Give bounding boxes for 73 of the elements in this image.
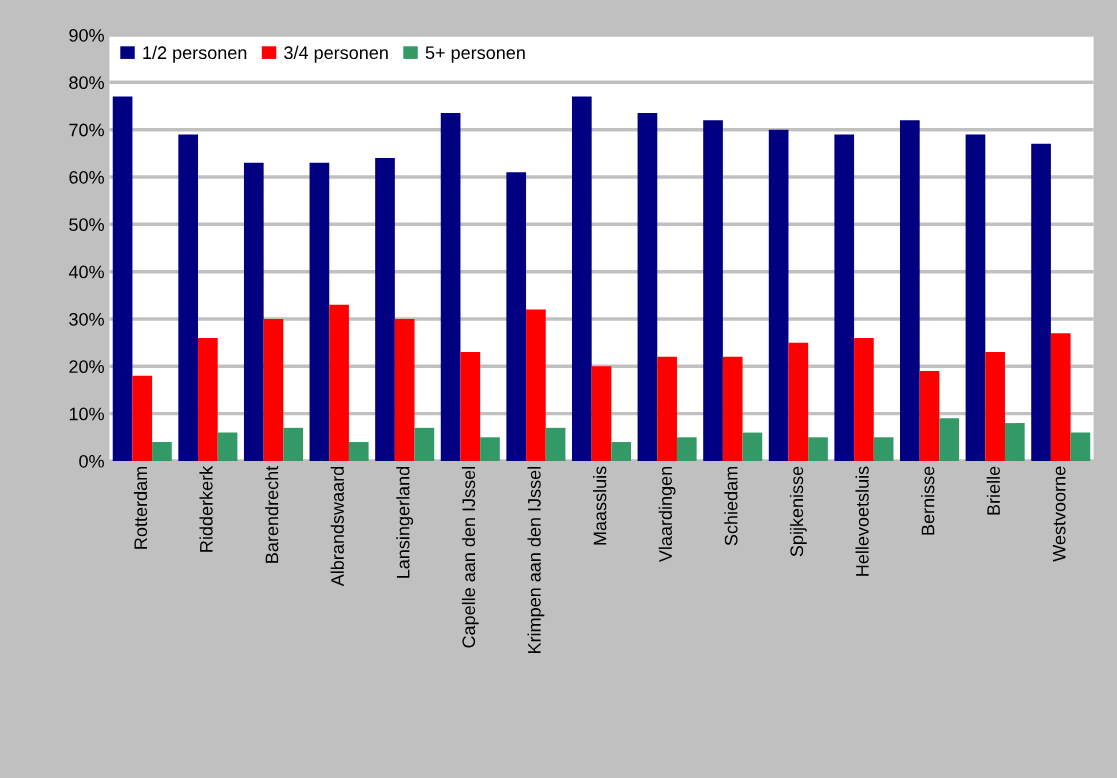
bar: [703, 120, 723, 461]
bar: [591, 366, 612, 461]
legend-label: 3/4 personen: [284, 45, 388, 63]
bar: [808, 437, 828, 461]
bar: [217, 432, 238, 461]
bar: [985, 352, 1005, 461]
bar: [1050, 333, 1071, 461]
x-tick-label: Vlaardingen: [658, 466, 676, 563]
bar: [198, 337, 218, 461]
bar: [939, 418, 960, 461]
bar: [788, 342, 809, 461]
bar: [243, 162, 264, 461]
y-tick-label: 50%: [69, 218, 104, 232]
y-tick-label: 10%: [69, 407, 104, 421]
bar: [506, 172, 527, 461]
bar: [768, 129, 789, 461]
bar: [375, 158, 395, 461]
x-tick-label: Westvoorne: [1052, 466, 1066, 562]
bar: [283, 427, 303, 461]
x-tick-label: Ridderkerk: [199, 465, 213, 552]
x-tick-label: Krimpen aan den IJssel: [527, 467, 545, 654]
y-tick-label: 60%: [69, 170, 104, 184]
bar: [348, 442, 369, 461]
bar: [309, 162, 330, 461]
x-tick-label: Maassluis: [593, 466, 607, 545]
y-tick-label: 80%: [69, 76, 104, 90]
x-tick-label: Barendrecht: [265, 465, 279, 563]
bar: [676, 437, 697, 461]
bar: [440, 113, 461, 461]
x-tick-label: Capelle aan den IJssel: [461, 467, 479, 648]
bar: [526, 309, 546, 461]
bar: [263, 318, 284, 461]
x-tick-label: Brielle: [986, 466, 1000, 515]
bar: [900, 120, 920, 461]
bar: [1070, 432, 1091, 461]
bar: [854, 337, 874, 461]
y-tick-label: 70%: [69, 123, 104, 137]
bar: [132, 375, 153, 461]
bar: [571, 96, 592, 461]
x-tick-label: Bernisse: [921, 466, 935, 535]
bar: [722, 356, 743, 461]
y-tick-label: 40%: [68, 265, 104, 279]
y-tick-label: 20%: [69, 360, 104, 374]
legend-label: 5+ personen: [425, 46, 525, 63]
bar: [637, 113, 658, 461]
y-tick-label: 30%: [69, 312, 104, 326]
bar: [873, 437, 894, 461]
bar: [178, 134, 199, 461]
bar: [1004, 423, 1025, 461]
bar: [329, 304, 349, 461]
bar: [545, 427, 566, 461]
x-tick-label: Spijkenisse: [789, 466, 807, 557]
legend-label: 1/2 personen: [143, 45, 247, 63]
bar: [480, 437, 500, 461]
bar: [657, 356, 677, 461]
bar: [460, 352, 481, 461]
bar: [742, 432, 763, 461]
x-tick-label: Lansingerland: [396, 466, 414, 578]
y-tick-label: 0%: [79, 454, 104, 468]
bar: [1031, 143, 1051, 461]
y-tick-label: 90%: [69, 28, 104, 42]
bar: [112, 96, 133, 461]
bar: [834, 134, 855, 461]
bar: [611, 442, 632, 461]
bar: [152, 442, 172, 461]
bar: [394, 318, 415, 461]
x-tick-label: Rotterdam: [133, 467, 148, 549]
bar: [919, 371, 940, 461]
bar: [965, 134, 986, 461]
x-tick-label: Hellevoetsluis: [855, 466, 869, 576]
bar: [414, 427, 435, 461]
x-tick-label: Albrandswaard: [330, 466, 344, 587]
x-tick-label: Schiedam: [724, 467, 738, 546]
